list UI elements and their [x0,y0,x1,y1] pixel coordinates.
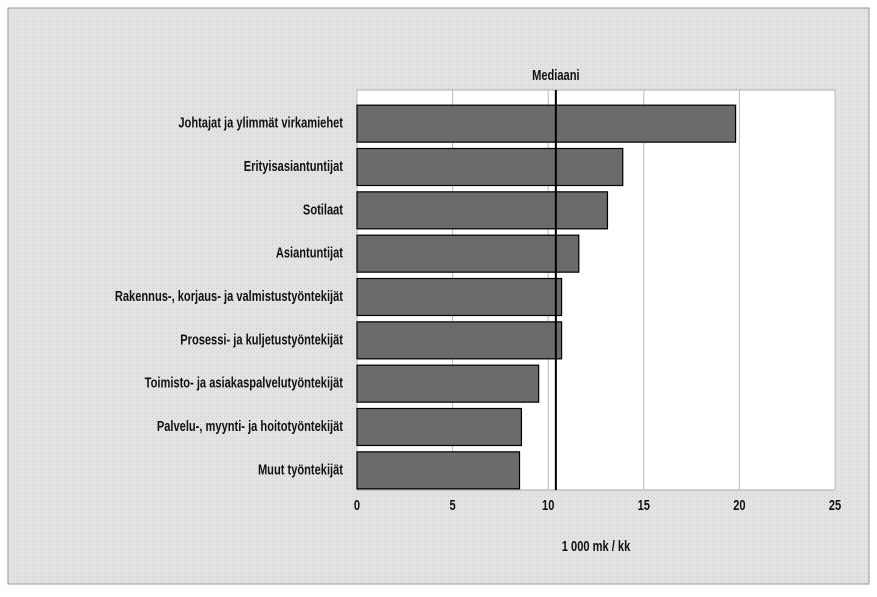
y-tick-label: Asiantuntijat [276,244,344,261]
y-tick-label: Erityisasiantuntijat [244,157,344,174]
bar [356,407,523,447]
bar [356,364,540,403]
x-tick-label: 10 [542,496,554,513]
bar [356,234,580,273]
median-label: Mediaani [532,66,579,83]
y-tick-label: Rakennus-, korjaus- ja valmistustyönteki… [115,287,344,304]
bar [356,321,563,360]
x-tick-label: 15 [638,496,650,513]
x-tick-label: 0 [354,496,360,513]
y-tick-label: Palvelu-, myynti- ja hoitotyöntekijät [157,417,344,434]
y-tick-label: Toimisto- ja asiakaspalvelutyöntekijät [145,374,344,391]
x-tick-label: 25 [829,496,841,513]
y-tick-label: Muut työntekijät [258,461,344,478]
x-tick-label: 20 [733,496,745,513]
bar [356,147,624,187]
x-axis-label: 1 000 mk / kk [562,537,631,554]
bar [356,277,563,317]
bar [356,104,737,143]
bar [356,191,609,230]
y-tick-label: Prosessi- ja kuljetustyöntekijät [180,331,343,348]
x-tick-label: 5 [450,496,456,513]
bar [356,451,521,490]
y-tick-label: Johtajat ja ylimmät virkamiehet [178,114,343,131]
y-tick-label: Sotilaat [303,201,344,218]
